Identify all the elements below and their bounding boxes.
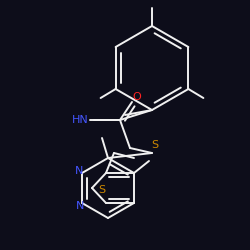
Text: S: S (98, 185, 105, 195)
Text: N: N (76, 201, 84, 211)
Text: O: O (132, 92, 141, 102)
Text: HN: HN (72, 115, 88, 125)
Text: N: N (75, 166, 83, 176)
Text: S: S (152, 140, 158, 150)
